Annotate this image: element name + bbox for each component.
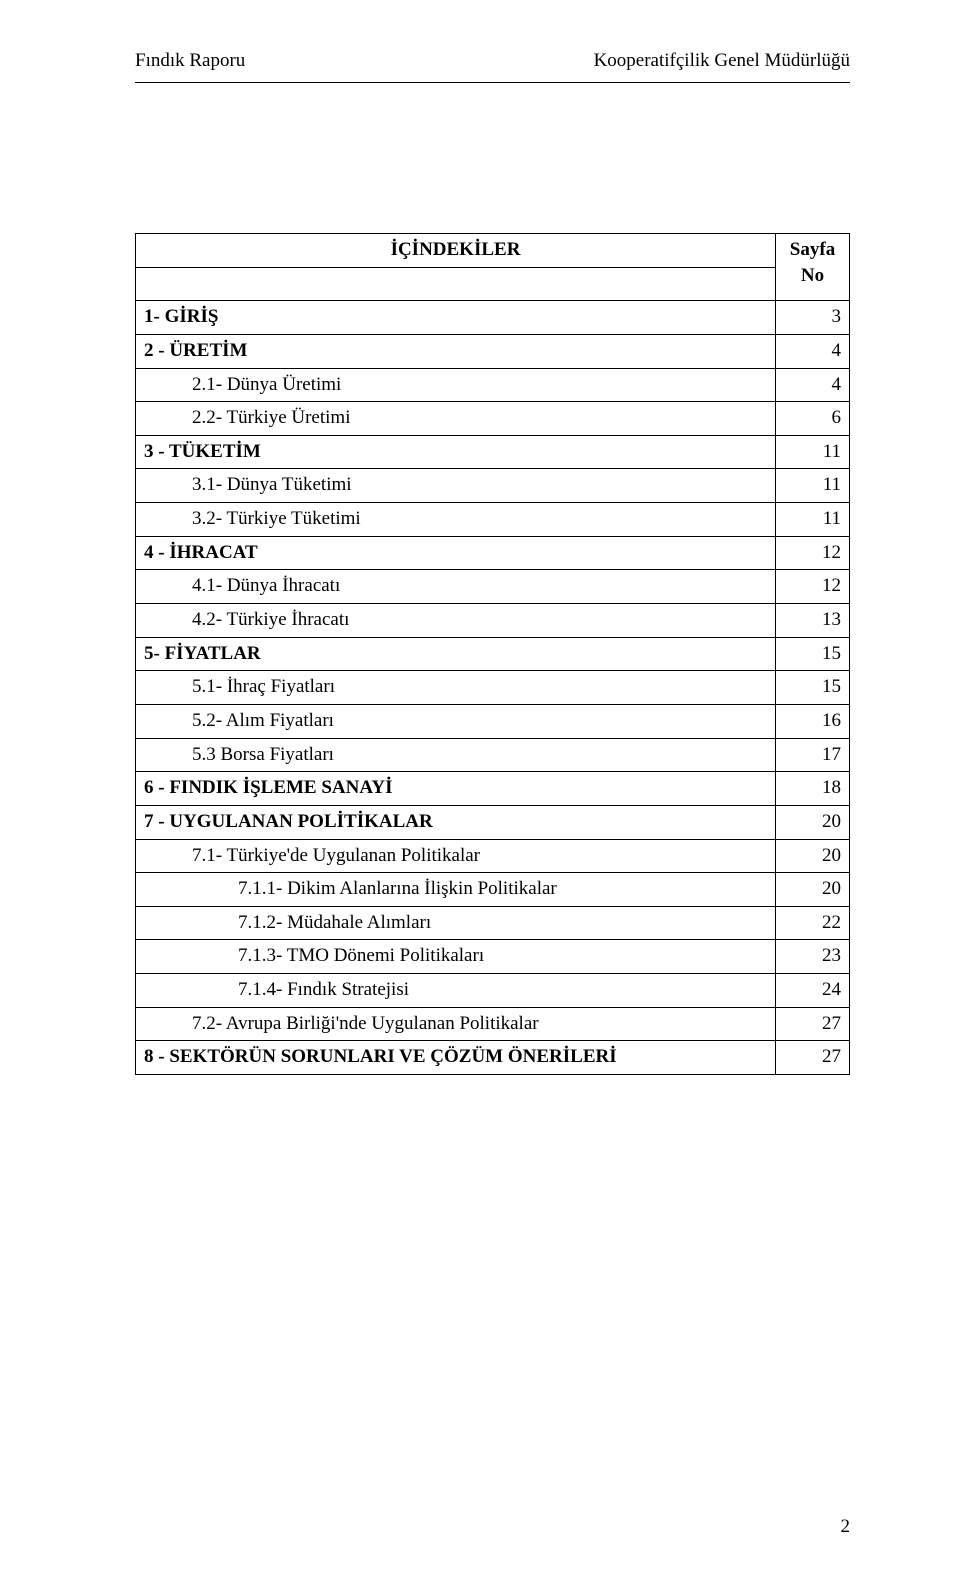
- page-number: 2: [841, 1516, 851, 1538]
- toc-page: 4: [776, 334, 850, 368]
- toc-label: 3 - TÜKETİM: [136, 435, 776, 469]
- toc-page: 15: [776, 637, 850, 671]
- toc-page: 27: [776, 1007, 850, 1041]
- toc-row: 3.2- Türkiye Tüketimi11: [136, 503, 850, 537]
- toc-row: 4.2- Türkiye İhracatı13: [136, 604, 850, 638]
- toc-label: 2.1- Dünya Üretimi: [136, 368, 776, 402]
- toc-row: 7.1- Türkiye'de Uygulanan Politikalar20: [136, 839, 850, 873]
- toc-page: 11: [776, 435, 850, 469]
- page: Fındık Raporu Kooperatifçilik Genel Müdü…: [0, 0, 960, 1593]
- toc-label: 7 - UYGULANAN POLİTİKALAR: [136, 805, 776, 839]
- toc-label: 5.2- Alım Fiyatları: [136, 704, 776, 738]
- toc-row: 4 - İHRACAT12: [136, 536, 850, 570]
- toc-row: 6 - FINDIK İŞLEME SANAYİ18: [136, 772, 850, 806]
- toc-label: 7.1.3- TMO Dönemi Politikaları: [136, 940, 776, 974]
- toc-row: 8 - SEKTÖRÜN SORUNLARI VE ÇÖZÜM ÖNERİLER…: [136, 1041, 850, 1075]
- toc-row: 2 - ÜRETİM4: [136, 334, 850, 368]
- toc-page: 11: [776, 503, 850, 537]
- header-right: Kooperatifçilik Genel Müdürlüğü: [594, 50, 850, 72]
- toc-page: 20: [776, 873, 850, 907]
- toc-label: 5.1- İhraç Fiyatları: [136, 671, 776, 705]
- toc-row: 4.1- Dünya İhracatı12: [136, 570, 850, 604]
- toc-page: 6: [776, 402, 850, 436]
- toc-page: 16: [776, 704, 850, 738]
- toc-label: 4 - İHRACAT: [136, 536, 776, 570]
- toc-page: 15: [776, 671, 850, 705]
- toc-page: 12: [776, 536, 850, 570]
- toc-page: 20: [776, 805, 850, 839]
- toc-spacer-row: [136, 267, 850, 301]
- toc-spacer-cell: [136, 267, 776, 301]
- toc-row: 7.2- Avrupa Birliği'nde Uygulanan Politi…: [136, 1007, 850, 1041]
- toc-page: 4: [776, 368, 850, 402]
- toc-label: 2 - ÜRETİM: [136, 334, 776, 368]
- toc-page: 18: [776, 772, 850, 806]
- toc-row: 5- FİYATLAR15: [136, 637, 850, 671]
- toc-row: 7.1.1- Dikim Alanlarına İlişkin Politika…: [136, 873, 850, 907]
- toc-label: 7.2- Avrupa Birliği'nde Uygulanan Politi…: [136, 1007, 776, 1041]
- toc-label: 7.1.2- Müdahale Alımları: [136, 906, 776, 940]
- toc-title-row: İÇİNDEKİLER Sayfa No: [136, 234, 850, 268]
- toc-row: 7.1.4- Fındık Stratejisi24: [136, 974, 850, 1008]
- toc-page: 24: [776, 974, 850, 1008]
- toc-label: 7.1- Türkiye'de Uygulanan Politikalar: [136, 839, 776, 873]
- toc-page: 22: [776, 906, 850, 940]
- toc-label: 4.2- Türkiye İhracatı: [136, 604, 776, 638]
- toc-page: 12: [776, 570, 850, 604]
- toc-page: 23: [776, 940, 850, 974]
- toc-page-header: Sayfa No: [776, 234, 850, 301]
- toc-page: 20: [776, 839, 850, 873]
- toc-row: 1- GİRİŞ3: [136, 301, 850, 335]
- toc-row: 2.1- Dünya Üretimi4: [136, 368, 850, 402]
- toc-label: 3.2- Türkiye Tüketimi: [136, 503, 776, 537]
- toc-label: 8 - SEKTÖRÜN SORUNLARI VE ÇÖZÜM ÖNERİLER…: [136, 1041, 776, 1075]
- toc-label: 6 - FINDIK İŞLEME SANAYİ: [136, 772, 776, 806]
- toc-label: 7.1.1- Dikim Alanlarına İlişkin Politika…: [136, 873, 776, 907]
- toc-row: 5.1- İhraç Fiyatları15: [136, 671, 850, 705]
- toc-row: 3.1- Dünya Tüketimi11: [136, 469, 850, 503]
- toc-page: 17: [776, 738, 850, 772]
- toc-label: 5- FİYATLAR: [136, 637, 776, 671]
- toc-row: 3 - TÜKETİM11: [136, 435, 850, 469]
- toc-row: 5.3 Borsa Fiyatları17: [136, 738, 850, 772]
- toc-label: 5.3 Borsa Fiyatları: [136, 738, 776, 772]
- toc-page: 11: [776, 469, 850, 503]
- toc-row: 7.1.2- Müdahale Alımları22: [136, 906, 850, 940]
- page-header: Fındık Raporu Kooperatifçilik Genel Müdü…: [135, 50, 850, 72]
- toc-row: 5.2- Alım Fiyatları16: [136, 704, 850, 738]
- toc-label: 2.2- Türkiye Üretimi: [136, 402, 776, 436]
- header-divider: [135, 82, 850, 83]
- toc-label: 1- GİRİŞ: [136, 301, 776, 335]
- toc-title: İÇİNDEKİLER: [136, 234, 776, 268]
- toc-table: İÇİNDEKİLER Sayfa No 1- GİRİŞ32 - ÜRETİM…: [135, 233, 850, 1075]
- toc-row: 7.1.3- TMO Dönemi Politikaları23: [136, 940, 850, 974]
- toc-page: 27: [776, 1041, 850, 1075]
- toc-label: 3.1- Dünya Tüketimi: [136, 469, 776, 503]
- toc-label: 7.1.4- Fındık Stratejisi: [136, 974, 776, 1008]
- header-left: Fındık Raporu: [135, 50, 245, 72]
- toc-row: 2.2- Türkiye Üretimi6: [136, 402, 850, 436]
- toc-row: 7 - UYGULANAN POLİTİKALAR20: [136, 805, 850, 839]
- toc-page: 3: [776, 301, 850, 335]
- toc-page: 13: [776, 604, 850, 638]
- toc-label: 4.1- Dünya İhracatı: [136, 570, 776, 604]
